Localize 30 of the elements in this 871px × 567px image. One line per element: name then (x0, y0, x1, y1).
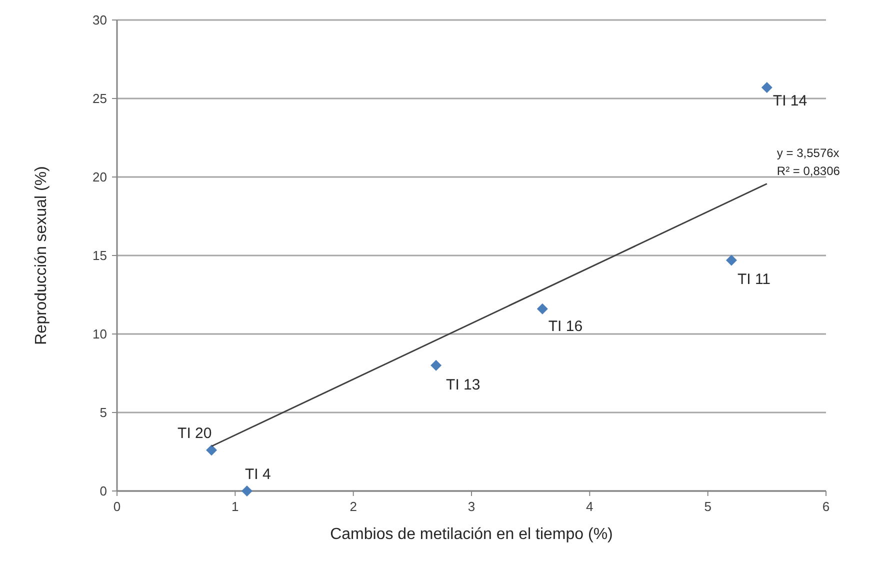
x-tick-label: 6 (822, 499, 830, 514)
y-tick-label: 20 (92, 170, 107, 184)
x-tick-label: 1 (232, 499, 239, 514)
annotation: TI 13 (446, 376, 480, 394)
x-tick-label: 4 (586, 499, 594, 514)
y-tick-label: 10 (92, 326, 107, 342)
x-tick-label: 0 (113, 499, 121, 514)
annotation: TI 20 (178, 425, 212, 442)
y-tick-label: 25 (92, 91, 107, 106)
y-tick-label: 0 (100, 484, 107, 498)
y-tick-label: 15 (92, 248, 107, 263)
annotation: TI 14 (772, 92, 808, 110)
point (761, 82, 772, 94)
y-tick-label: 30 (92, 12, 107, 28)
x-tick-label: 3 (468, 499, 476, 514)
y-axis-title: Reproducción sexual (%) (33, 166, 50, 345)
y-tick-label: 5 (100, 405, 107, 420)
x-tick-label: 5 (704, 499, 712, 514)
point (430, 360, 442, 371)
x-axis-title: Cambios de metilación en el tiempo (%) (330, 526, 613, 543)
annotation: TI 11 (737, 271, 771, 288)
point (241, 486, 252, 496)
annotation: R² = 0,8306 (776, 164, 840, 178)
annotation: TI 16 (548, 318, 583, 335)
point (726, 254, 737, 266)
point (536, 303, 548, 314)
annotation: y = 3,5576x (776, 146, 840, 160)
annotation: TI 4 (244, 466, 271, 483)
point (206, 444, 218, 456)
x-tick-label: 2 (350, 499, 357, 514)
